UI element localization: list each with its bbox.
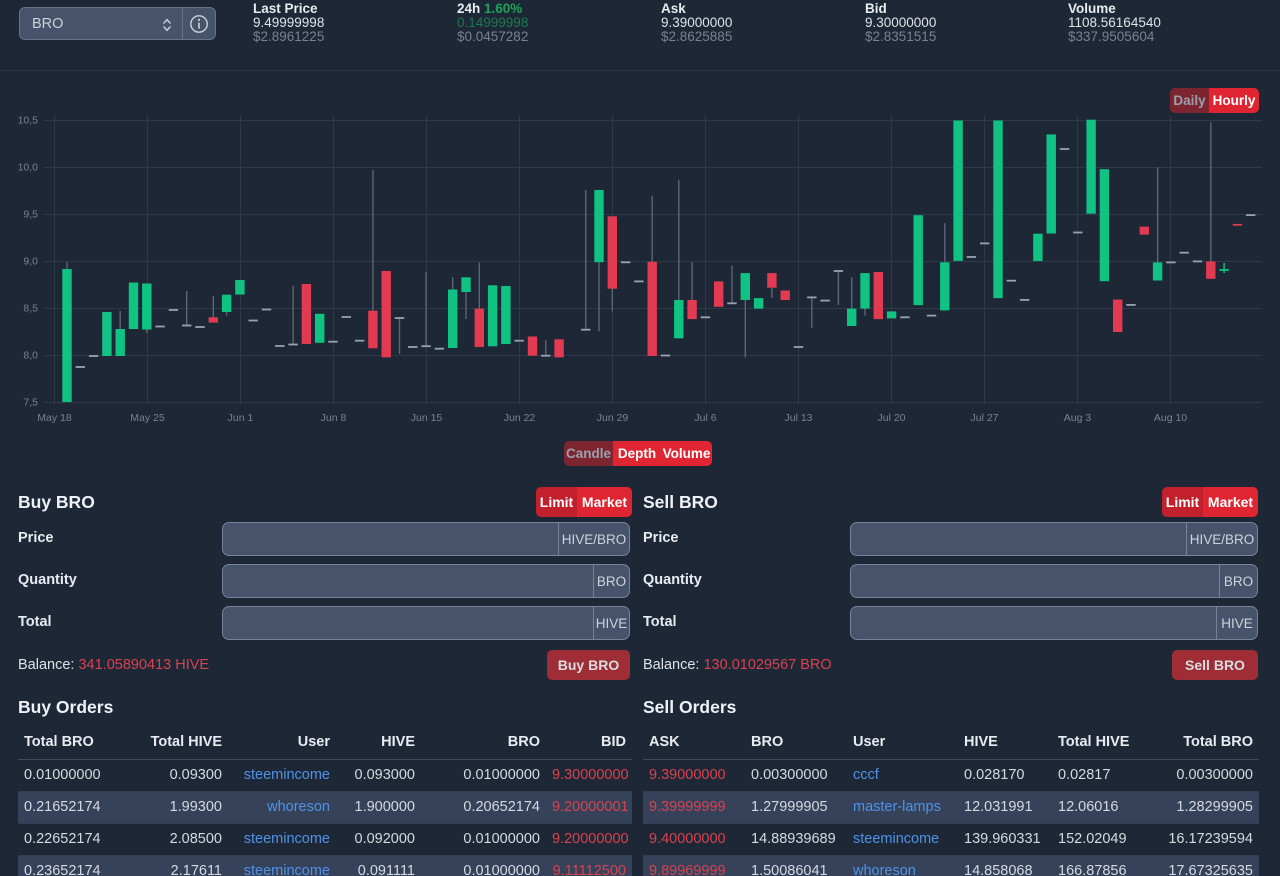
svg-text:Jun 29: Jun 29 <box>597 412 629 424</box>
svg-text:Jul 13: Jul 13 <box>784 412 812 424</box>
svg-text:Jun 15: Jun 15 <box>411 412 443 424</box>
svg-text:Jun 22: Jun 22 <box>504 412 536 424</box>
svg-text:8,0: 8,0 <box>23 350 38 362</box>
svg-text:Jul 6: Jul 6 <box>694 412 716 424</box>
svg-text:Jun 8: Jun 8 <box>321 412 347 424</box>
svg-text:7,5: 7,5 <box>23 397 38 409</box>
svg-text:Jul 20: Jul 20 <box>877 412 905 424</box>
svg-text:9,5: 9,5 <box>23 209 38 221</box>
svg-text:8,5: 8,5 <box>23 303 38 315</box>
svg-text:10,0: 10,0 <box>18 162 39 174</box>
svg-text:May 18: May 18 <box>37 412 72 424</box>
svg-text:10,5: 10,5 <box>18 115 39 127</box>
svg-text:9,0: 9,0 <box>23 256 38 268</box>
svg-text:May 25: May 25 <box>130 412 165 424</box>
svg-text:Aug 10: Aug 10 <box>1154 412 1187 424</box>
svg-text:Jun 1: Jun 1 <box>228 412 254 424</box>
svg-text:Aug 3: Aug 3 <box>1064 412 1092 424</box>
svg-text:Jul 27: Jul 27 <box>970 412 998 424</box>
